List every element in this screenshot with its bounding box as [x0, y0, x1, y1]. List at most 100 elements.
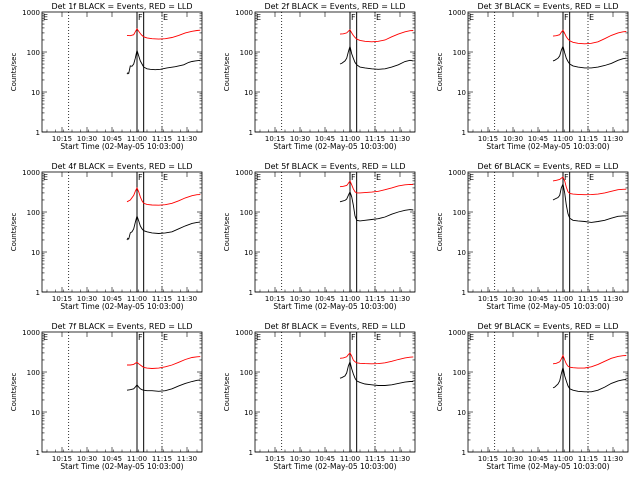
chart-title: Det 6f BLACK = Events, RED = LLD — [477, 162, 618, 171]
x-tick-label: 11:15 — [365, 455, 385, 463]
chart-panel-3: Det 3f BLACK = Events, RED = LLD 1 10 100 10… — [436, 2, 629, 151]
x-axis-label: Start Time (02-May-05 10:03:00) — [273, 302, 396, 311]
chart-title: Det 7f BLACK = Events, RED = LLD — [51, 322, 192, 331]
x-tick-label: 10:15 — [52, 135, 72, 143]
x-axis-label: Start Time (02-May-05 10:03:00) — [486, 462, 609, 471]
x-tick-label: 11:15 — [152, 295, 172, 303]
y-tick-label: 1000 — [22, 9, 40, 17]
y-axis-label: Counts/sec — [223, 373, 231, 412]
y-tick-label: 10 — [31, 89, 40, 97]
series-line-lld — [126, 186, 201, 206]
x-tick-label: 10:30 — [290, 455, 310, 463]
x-tick-label: 10:15 — [478, 455, 498, 463]
chart-panel-5: Det 5f BLACK = Events, RED = LLD 1 10 100 10… — [223, 162, 416, 311]
x-tick-label: 11:15 — [152, 455, 172, 463]
y-axis-label: Counts/sec — [223, 53, 231, 92]
y-tick-label: 1000 — [22, 169, 40, 177]
x-tick-label: 10:45 — [102, 455, 122, 463]
y-axis-label: Counts/sec — [436, 53, 444, 92]
x-tick-label: 11:00 — [127, 455, 147, 463]
y-tick-label: 1 — [36, 289, 40, 297]
y-axis-label: Counts/sec — [10, 373, 18, 412]
flare-label: F — [351, 333, 356, 342]
y-tick-label: 1 — [462, 289, 466, 297]
y-tick-label: 100 — [27, 49, 40, 57]
y-axis-label: Counts/sec — [436, 373, 444, 412]
y-tick-label: 1 — [249, 449, 253, 457]
end-label: E — [376, 333, 381, 342]
x-tick-label: 10:30 — [503, 295, 523, 303]
x-tick-label: 10:15 — [265, 455, 285, 463]
end-label: E — [589, 173, 594, 182]
y-axis-label: Counts/sec — [10, 53, 18, 92]
x-tick-label: 11:30 — [603, 295, 623, 303]
flare-label: F — [138, 333, 143, 342]
x-tick-label: 11:15 — [578, 295, 598, 303]
chart-panel-2: Det 2f BLACK = Events, RED = LLD 1 10 100 10… — [223, 2, 416, 151]
x-axis-label: Start Time (02-May-05 10:03:00) — [60, 302, 183, 311]
y-tick-label: 1 — [462, 449, 466, 457]
series-line-lld — [552, 176, 627, 196]
x-tick-label: 11:30 — [603, 135, 623, 143]
y-tick-label: 1000 — [235, 169, 253, 177]
series-line-events — [126, 214, 201, 241]
x-axis-label: Start Time (02-May-05 10:03:00) — [60, 462, 183, 471]
chart-title: Det 3f BLACK = Events, RED = LLD — [477, 2, 618, 11]
chart-panel-4: Det 4f BLACK = Events, RED = LLD 1 10 100 10… — [10, 162, 203, 311]
y-tick-label: 1000 — [235, 9, 253, 17]
series-line-lld — [552, 29, 627, 45]
y-tick-label: 100 — [240, 49, 253, 57]
y-tick-label: 10 — [457, 409, 466, 417]
corner-label-e: E — [43, 333, 48, 342]
y-axis-label: Counts/sec — [436, 213, 444, 252]
series-line-events — [126, 379, 201, 392]
series-line-lld — [339, 352, 414, 365]
end-label: E — [163, 173, 168, 182]
y-tick-label: 1000 — [448, 9, 466, 17]
flare-label: F — [351, 13, 356, 22]
corner-label-e: E — [256, 333, 261, 342]
x-tick-label: 10:45 — [528, 295, 548, 303]
x-axis-label: Start Time (02-May-05 10:03:00) — [486, 302, 609, 311]
x-tick-label: 10:30 — [77, 135, 97, 143]
x-tick-label: 10:15 — [265, 135, 285, 143]
flare-label: F — [138, 13, 143, 22]
y-axis-label: Counts/sec — [223, 213, 231, 252]
series-line-events — [339, 190, 414, 222]
y-tick-label: 10 — [244, 409, 253, 417]
series-line-events — [339, 46, 414, 70]
x-tick-label: 11:30 — [390, 455, 410, 463]
chart-title: Det 9f BLACK = Events, RED = LLD — [477, 322, 618, 331]
x-tick-label: 10:45 — [102, 295, 122, 303]
y-tick-label: 1000 — [235, 329, 253, 337]
corner-label-e: E — [43, 173, 48, 182]
x-tick-label: 11:00 — [553, 135, 573, 143]
x-tick-label: 10:45 — [528, 455, 548, 463]
chart-title: Det 2f BLACK = Events, RED = LLD — [264, 2, 405, 11]
x-tick-label: 11:30 — [177, 135, 197, 143]
x-tick-label: 11:15 — [152, 135, 172, 143]
chart-title: Det 4f BLACK = Events, RED = LLD — [51, 162, 192, 171]
series-line-events — [552, 182, 627, 223]
y-tick-label: 10 — [31, 249, 40, 257]
x-tick-label: 10:15 — [52, 295, 72, 303]
end-label: E — [163, 333, 168, 342]
chart-panel-9: Det 9f BLACK = Events, RED = LLD 1 10 100 10… — [436, 322, 629, 471]
y-tick-label: 10 — [244, 89, 253, 97]
y-tick-label: 1 — [249, 289, 253, 297]
series-line-events — [126, 48, 201, 75]
x-tick-label: 10:30 — [290, 295, 310, 303]
chart-panel-1: Det 1f BLACK = Events, RED = LLD 1 10 100 10… — [10, 2, 203, 151]
chart-panel-8: Det 8f BLACK = Events, RED = LLD 1 10 100 10… — [223, 322, 416, 471]
flare-label: F — [564, 13, 569, 22]
chart-panel-7: Det 7f BLACK = Events, RED = LLD 1 10 100 10… — [10, 322, 203, 471]
flare-label: F — [138, 173, 143, 182]
series-line-lld — [339, 28, 414, 43]
y-tick-label: 10 — [244, 249, 253, 257]
series-line-lld — [127, 356, 201, 369]
y-tick-label: 1000 — [22, 329, 40, 337]
y-tick-label: 100 — [453, 369, 466, 377]
y-tick-label: 1000 — [448, 329, 466, 337]
flare-label: F — [564, 173, 569, 182]
